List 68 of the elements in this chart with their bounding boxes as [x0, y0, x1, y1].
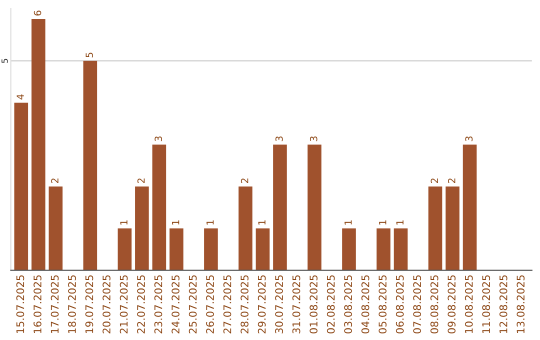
bar	[273, 144, 287, 270]
x-tick-label: 21.07.2025	[120, 275, 128, 334]
data-label: 3	[465, 136, 473, 142]
x-tick-label: 29.07.2025	[258, 275, 266, 334]
data-label: 1	[206, 220, 214, 225]
x-tick-label: 19.07.2025	[85, 275, 94, 333]
data-label: 2	[240, 178, 248, 184]
x-tick-label: 07.08.2025	[413, 275, 422, 334]
data-label: 1	[396, 220, 404, 225]
x-tick-label: 16.07.2025	[34, 275, 42, 333]
x-tick-label: 17.07.2025	[50, 275, 59, 333]
x-tick-label: 09.08.2025	[448, 275, 456, 334]
data-label: 5	[86, 52, 93, 58]
data-label: 1	[379, 220, 386, 225]
bar	[204, 228, 218, 270]
data-label: 3	[154, 136, 162, 142]
x-tick-label: 08.08.2025	[430, 275, 438, 334]
x-tick-label: 01.08.2025	[310, 275, 318, 334]
data-label: 4	[16, 94, 24, 100]
data-label: 2	[137, 178, 145, 184]
x-tick-label: 15.07.2025	[16, 275, 24, 333]
x-tick-label: 25.07.2025	[188, 275, 197, 334]
x-tick-label: 12.08.2025	[499, 275, 508, 333]
x-tick-label: 28.07.2025	[240, 275, 248, 334]
x-tick-label: 02.08.2025	[326, 275, 335, 334]
data-label: 1	[258, 220, 266, 225]
data-label: 3	[275, 136, 283, 142]
data-label: 6	[34, 10, 42, 16]
bar	[342, 228, 356, 270]
data-label: 1	[344, 220, 352, 225]
x-tick-label: 22.07.2025	[137, 275, 145, 334]
x-tick-label: 30.07.2025	[275, 275, 283, 334]
bar	[462, 144, 477, 270]
bar	[83, 60, 98, 270]
data-label: 1	[172, 220, 180, 225]
x-tick-label: 06.08.2025	[396, 275, 404, 334]
data-label: 2	[430, 178, 438, 184]
bar	[170, 228, 184, 270]
bar	[32, 18, 46, 270]
x-tick-label: 13.08.2025	[516, 275, 525, 333]
bar	[394, 228, 408, 270]
bar	[14, 102, 28, 270]
bar	[152, 144, 166, 270]
x-tick-label: 10.08.2025	[464, 275, 473, 333]
x-tick-label: 23.07.2025	[154, 275, 162, 334]
bar	[256, 228, 270, 270]
bar	[135, 186, 149, 270]
x-tick-label: 03.08.2025	[344, 275, 352, 334]
bar	[376, 228, 390, 270]
data-label: 2	[51, 178, 58, 184]
x-tick-label: 27.07.2025	[223, 275, 232, 334]
x-tick-label: 05.08.2025	[378, 275, 387, 334]
data-label: 3	[310, 136, 318, 142]
x-tick-label: 26.07.2025	[206, 275, 214, 334]
bar	[118, 228, 132, 270]
bar	[308, 144, 322, 270]
bar	[238, 186, 252, 270]
bar	[428, 186, 442, 270]
bar	[48, 186, 63, 270]
x-tick-label: 18.07.2025	[68, 275, 76, 333]
x-tick-label: 20.07.2025	[102, 275, 110, 334]
x-tick-label: 11.08.2025	[482, 275, 490, 333]
x-tick-label: 31.07.2025	[292, 275, 300, 334]
data-label: 2	[448, 178, 456, 184]
x-tick-label: 24.07.2025	[172, 275, 180, 334]
data-label: 1	[120, 220, 128, 225]
x-tick-label: 04.08.2025	[361, 275, 370, 334]
bar	[446, 186, 460, 270]
